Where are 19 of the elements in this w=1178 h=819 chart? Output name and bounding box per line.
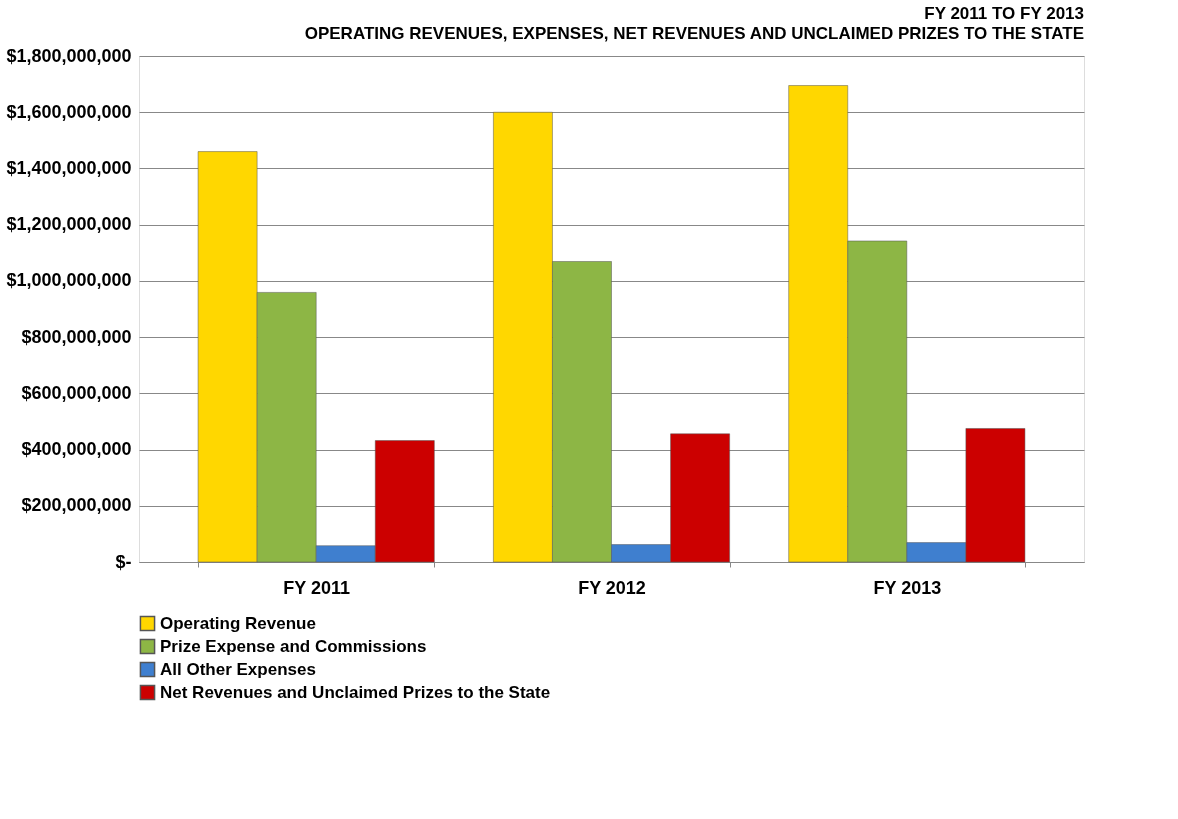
y-tick-label: $1,200,000,000: [6, 214, 132, 235]
y-tick-label: $-: [115, 551, 132, 572]
legend-label: Operating Revenue: [160, 613, 316, 633]
y-tick-label: $600,000,000: [21, 382, 132, 403]
chart-title: FY 2011 TO FY 2013: [924, 4, 1084, 23]
x-tick-label: FY 2012: [578, 577, 646, 598]
y-tick-label: $1,000,000,000: [6, 270, 132, 291]
y-tick-label: $1,800,000,000: [6, 45, 132, 66]
y-tick-label: $400,000,000: [21, 439, 132, 460]
y-tick-label: $1,600,000,000: [6, 101, 132, 122]
y-tick-label: $1,400,000,000: [6, 157, 132, 178]
y-tick-label: $200,000,000: [21, 495, 132, 516]
x-tick-label: FY 2013: [873, 577, 942, 598]
chart-subtitle: OPERATING REVENUES, EXPENSES, NET REVENUES AND UNCLAIMED PRIZES TO THE STATE: [304, 24, 1084, 43]
legend-label: Net Revenues and Unclaimed Prizes to the State: [160, 682, 551, 702]
legend-label: Prize Expense and Commissions: [160, 636, 427, 656]
x-tick-label: FY 2011: [283, 577, 351, 598]
legend-label: All Other Expenses: [160, 659, 316, 679]
y-tick-label: $800,000,000: [21, 326, 132, 347]
